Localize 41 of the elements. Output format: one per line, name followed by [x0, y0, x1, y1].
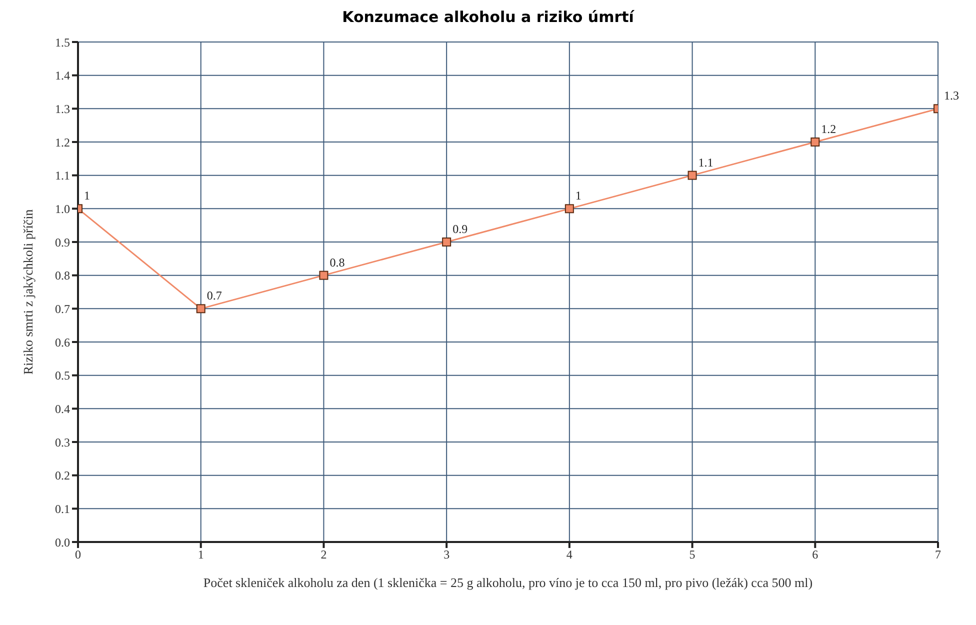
x-tick-label: 6	[812, 548, 818, 562]
data-label: 1.2	[821, 122, 836, 136]
data-label: 0.8	[330, 255, 345, 270]
y-tick-label: 0.6	[55, 335, 70, 350]
y-tick-label: 0.5	[55, 368, 70, 383]
x-tick-label: 2	[320, 548, 327, 562]
point	[810, 138, 820, 146]
x-tick-label: 5	[689, 548, 696, 562]
y-axis-title: Riziko smrti z jakýchkoli příčin	[20, 208, 36, 375]
data-label: 1	[575, 188, 582, 203]
y-tick-label: 0.0	[55, 535, 70, 550]
x-tick-label: 1	[198, 548, 204, 562]
x-tick-label: 0	[75, 548, 81, 562]
x-tick-label: 4	[566, 548, 572, 562]
point	[688, 170, 697, 180]
y-tick-label: 0.8	[55, 268, 70, 283]
data-label: 1.1	[698, 155, 714, 170]
y-tick-label: 0.3	[55, 435, 70, 450]
x-axis-title: Počet skleniček alkoholu za den (1 sklenička = 25 g alkoholu, pro víno je to cca 150 ml, pro pivo (ležák) cca 500 ml)	[203, 575, 813, 590]
data-label: 0.9	[452, 222, 468, 236]
point	[319, 270, 328, 280]
y-tick-label: 1.5	[55, 35, 70, 50]
point	[196, 304, 206, 314]
point	[442, 238, 452, 246]
y-tick-label: 1.4	[55, 68, 70, 83]
y-tick-label: 0.1	[55, 502, 70, 516]
x-tick-label: 7	[935, 548, 941, 562]
y-tick-label: 1.2	[55, 135, 70, 150]
data-label: 0.7	[206, 288, 222, 303]
y-tick-label: 0.9	[55, 235, 70, 250]
y-tick-label: 0.2	[55, 468, 70, 483]
data-label: 1.3	[944, 88, 959, 103]
y-tick-label: 1.3	[55, 102, 70, 116]
chart-title: Konzumace alkoholu a riziko úmrtí	[341, 8, 636, 26]
y-tick-label: 1.0	[55, 202, 70, 216]
y-tick-label: 0.4	[55, 402, 70, 416]
x-tick-label: 3	[444, 548, 450, 562]
y-tick-label: 1.1	[55, 168, 70, 183]
data-label: 1	[84, 188, 90, 203]
y-tick-label: 0.7	[55, 302, 70, 316]
point	[564, 204, 574, 214]
